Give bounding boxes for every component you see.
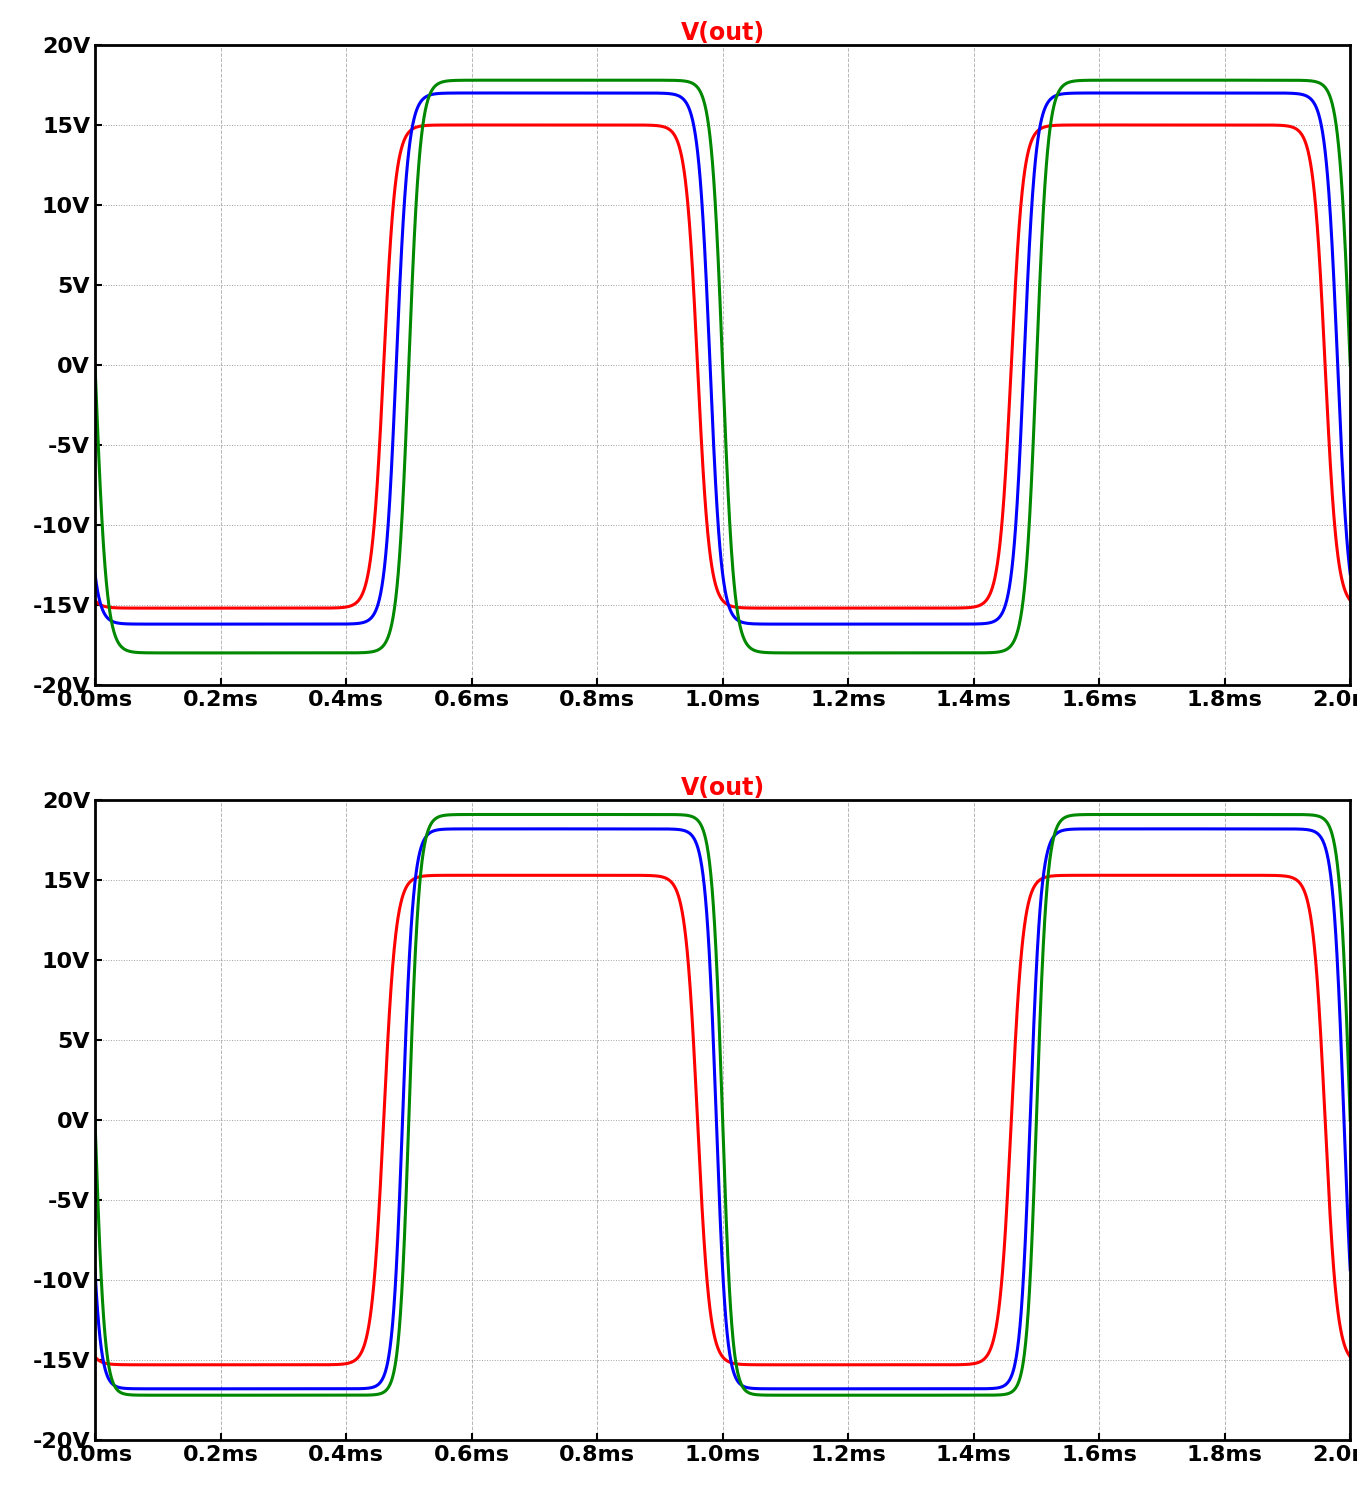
Title: V(out): V(out)	[681, 776, 764, 800]
Title: V(out): V(out)	[681, 21, 764, 45]
